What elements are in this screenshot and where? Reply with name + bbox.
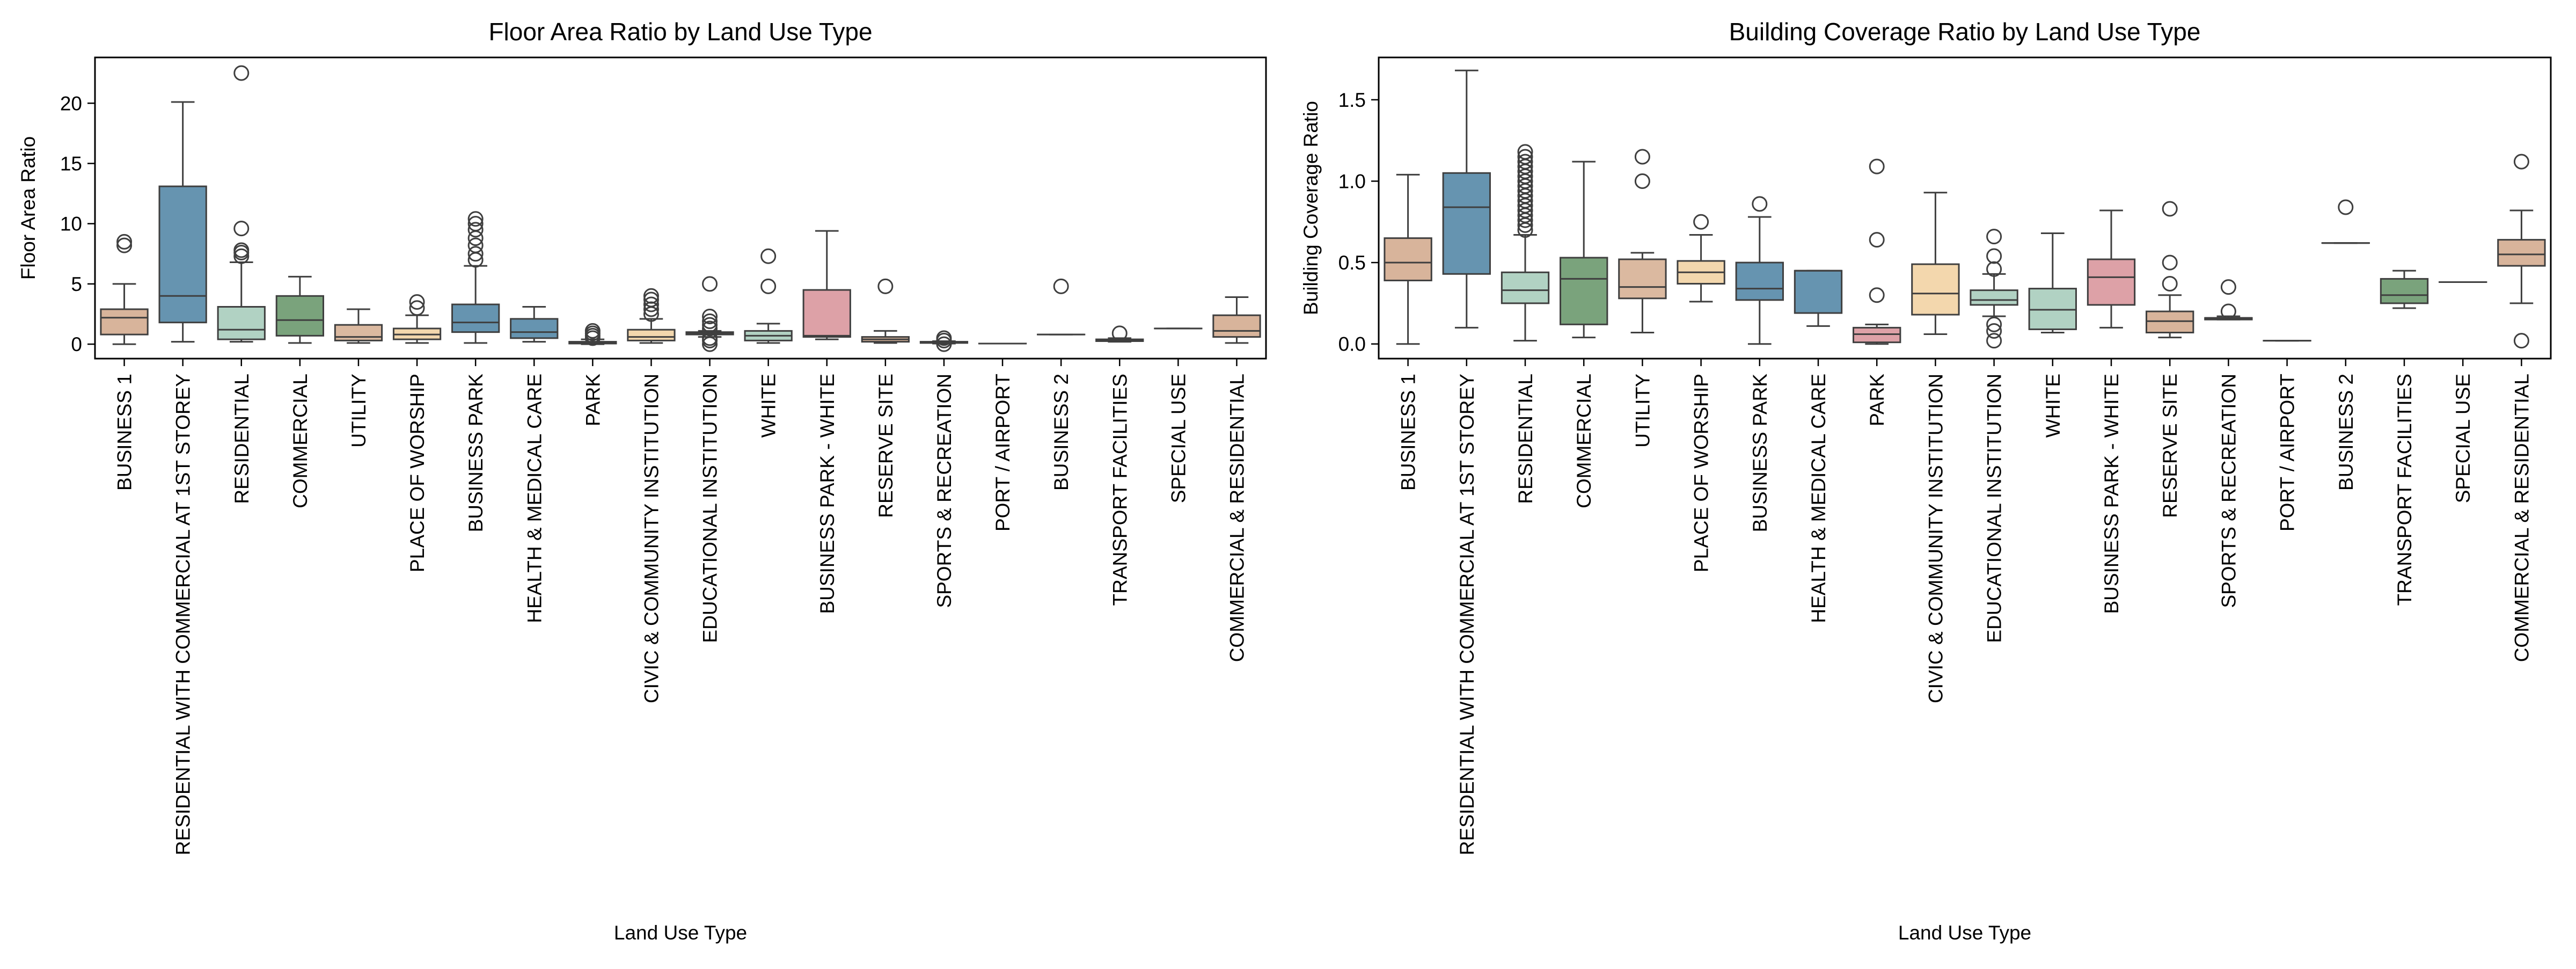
x-tick-label: BUSINESS 2 bbox=[2335, 374, 2357, 491]
x-axis-label: Land Use Type bbox=[614, 922, 747, 944]
box-body bbox=[1971, 290, 2017, 305]
y-tick-label: 5 bbox=[71, 273, 82, 295]
box-body bbox=[628, 330, 675, 340]
x-tick-label: BUSINESS PARK bbox=[1749, 374, 1771, 533]
box-body bbox=[159, 186, 206, 323]
x-tick-label: BUSINESS PARK - WHITE bbox=[2101, 374, 2123, 614]
x-tick-label: PLACE OF WORSHIP bbox=[1690, 374, 1713, 572]
x-tick-label: SPORTS & RECREATION bbox=[2218, 374, 2240, 608]
x-tick-label: BUSINESS 1 bbox=[1397, 374, 1419, 491]
x-tick-label: BUSINESS PARK bbox=[465, 374, 487, 533]
box-body bbox=[2147, 311, 2193, 332]
y-tick-label: 10 bbox=[60, 213, 82, 235]
x-tick-label: WHITE bbox=[758, 374, 780, 438]
x-tick-label: CIVIC & COMMUNITY INSTITUTION bbox=[640, 374, 662, 703]
y-tick-label: 1.5 bbox=[1338, 89, 1366, 111]
box-body bbox=[511, 319, 558, 338]
x-tick-label: SPECIAL USE bbox=[2452, 374, 2474, 503]
x-tick-label: HEALTH & MEDICAL CARE bbox=[523, 374, 545, 623]
box-body bbox=[803, 290, 850, 337]
y-tick-label: 1.0 bbox=[1338, 170, 1366, 192]
y-tick-label: 0.5 bbox=[1338, 252, 1366, 274]
x-tick-label: SPORTS & RECREATION bbox=[933, 374, 955, 608]
x-tick-label: COMMERCIAL & RESIDENTIAL bbox=[1226, 374, 1248, 662]
x-tick-label: WHITE bbox=[2042, 374, 2064, 438]
box-body bbox=[2381, 279, 2427, 303]
box-body bbox=[1502, 272, 1548, 303]
x-tick-label: BUSINESS 1 bbox=[114, 374, 136, 491]
y-axis-label: Building Coverage Ratio bbox=[1300, 101, 1322, 315]
x-tick-label: COMMERCIAL bbox=[289, 374, 311, 508]
x-tick-label: CIVIC & COMMUNITY INSTITUTION bbox=[1924, 374, 1946, 703]
x-tick-label: SPECIAL USE bbox=[1167, 374, 1189, 503]
x-tick-label: COMMERCIAL & RESIDENTIAL bbox=[2511, 374, 2533, 662]
x-tick-label: PARK bbox=[1866, 374, 1888, 426]
box-body bbox=[335, 325, 382, 340]
y-tick-label: 20 bbox=[60, 92, 82, 114]
x-tick-label: PARK bbox=[582, 374, 604, 426]
box-body bbox=[1619, 259, 1666, 298]
y-tick-label: 0 bbox=[71, 333, 82, 355]
x-tick-label: TRANSPORT FACILITIES bbox=[1109, 374, 1131, 606]
x-tick-label: RESIDENTIAL WITH COMMERCIAL AT 1ST STORE… bbox=[172, 374, 194, 855]
box-body bbox=[1854, 327, 1900, 342]
box-body bbox=[2029, 289, 2076, 330]
box-body bbox=[1213, 315, 1260, 337]
box-body bbox=[2498, 240, 2545, 266]
x-tick-label: HEALTH & MEDICAL CARE bbox=[1807, 374, 1829, 623]
box-body bbox=[101, 309, 148, 334]
x-tick-label: RESIDENTIAL WITH COMMERCIAL AT 1ST STORE… bbox=[1456, 374, 1478, 855]
x-tick-label: PLACE OF WORSHIP bbox=[406, 374, 428, 572]
box-body bbox=[276, 296, 323, 336]
y-tick-label: 15 bbox=[60, 152, 82, 174]
x-tick-label: COMMERCIAL bbox=[1573, 374, 1595, 508]
box-body bbox=[1561, 258, 1607, 324]
box-body bbox=[2088, 259, 2134, 305]
box-body bbox=[452, 304, 499, 332]
box-body bbox=[1385, 238, 1431, 281]
chart-title: Building Coverage Ratio by Land Use Type bbox=[1729, 18, 2201, 46]
x-tick-label: BUSINESS PARK - WHITE bbox=[816, 374, 838, 614]
x-tick-label: RESERVE SITE bbox=[875, 374, 897, 518]
box-body bbox=[218, 307, 265, 340]
x-tick-label: EDUCATIONAL INSTITUTION bbox=[1984, 374, 2006, 643]
x-tick-label: PORT / AIRPORT bbox=[992, 374, 1014, 531]
box-body bbox=[1912, 264, 1959, 315]
x-tick-label: UTILITY bbox=[348, 374, 370, 448]
x-tick-label: RESIDENTIAL bbox=[1514, 374, 1536, 504]
x-tick-label: BUSINESS 2 bbox=[1050, 374, 1072, 491]
chart-title: Floor Area Ratio by Land Use Type bbox=[488, 18, 872, 46]
box-body bbox=[1736, 263, 1783, 300]
x-tick-label: UTILITY bbox=[1631, 374, 1653, 448]
x-axis-label: Land Use Type bbox=[1898, 922, 2031, 944]
box-body bbox=[1795, 271, 1841, 313]
box-body bbox=[1443, 173, 1490, 274]
x-tick-label: RESERVE SITE bbox=[2159, 374, 2181, 518]
x-tick-label: RESIDENTIAL bbox=[231, 374, 253, 504]
x-tick-label: EDUCATIONAL INSTITUTION bbox=[699, 374, 721, 643]
x-tick-label: PORT / AIRPORT bbox=[2277, 374, 2299, 531]
x-tick-label: TRANSPORT FACILITIES bbox=[2394, 374, 2416, 606]
y-axis-label: Floor Area Ratio bbox=[17, 136, 39, 280]
y-tick-label: 0.0 bbox=[1338, 333, 1366, 355]
